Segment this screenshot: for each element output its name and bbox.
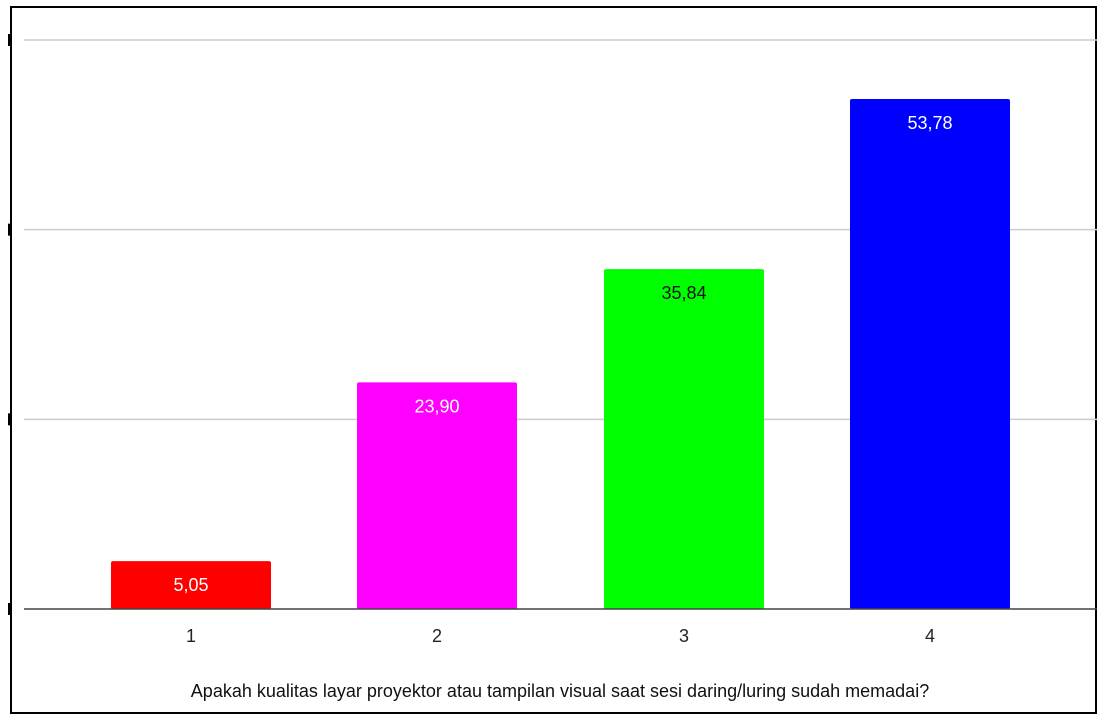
bar-2: [357, 382, 517, 609]
y-tick-marker: [8, 223, 12, 236]
x-tick-label-1: 1: [186, 626, 196, 646]
y-tick-marker: [8, 34, 12, 46]
bars: 5,05 23,90 35,84 53,78: [111, 98, 1010, 610]
data-label-1: 5,05: [173, 575, 208, 595]
x-tick-label-4: 4: [925, 626, 935, 646]
y-tick-marker: [8, 603, 12, 615]
y-tick-marker: [8, 413, 12, 426]
data-label-3: 35,84: [661, 283, 706, 303]
x-tick-label-3: 3: [679, 626, 689, 646]
bar-4: [850, 98, 1010, 610]
x-axis-label: Apakah kualitas layar proyektor atau tam…: [191, 681, 929, 701]
bar-1: [111, 561, 271, 609]
bar-3: [604, 269, 764, 609]
x-tick-labels: 1 2 3 4: [186, 626, 935, 646]
x-tick-label-2: 2: [432, 626, 442, 646]
data-label-4: 53,78: [907, 113, 952, 133]
data-label-2: 23,90: [414, 396, 459, 416]
